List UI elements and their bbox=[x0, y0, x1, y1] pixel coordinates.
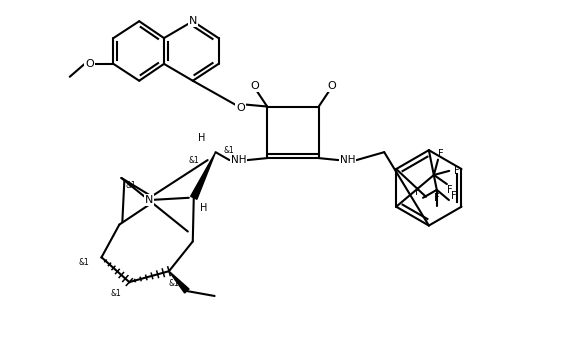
Text: &1: &1 bbox=[168, 279, 179, 287]
Text: &1: &1 bbox=[189, 156, 199, 165]
Text: N: N bbox=[145, 195, 154, 205]
Text: N: N bbox=[189, 16, 197, 26]
Text: O: O bbox=[250, 81, 259, 91]
Text: H: H bbox=[200, 203, 208, 213]
Text: &1: &1 bbox=[223, 146, 234, 155]
Text: F: F bbox=[415, 187, 421, 197]
Text: F: F bbox=[454, 166, 459, 176]
Text: O: O bbox=[236, 103, 245, 113]
Text: NH: NH bbox=[340, 155, 355, 165]
Text: O: O bbox=[327, 81, 336, 91]
Text: F: F bbox=[451, 191, 457, 201]
Text: F: F bbox=[438, 149, 444, 159]
Text: &1: &1 bbox=[110, 289, 121, 298]
Polygon shape bbox=[191, 152, 216, 199]
Text: NH: NH bbox=[231, 155, 246, 165]
Polygon shape bbox=[169, 271, 189, 293]
Text: H: H bbox=[198, 133, 205, 143]
Text: F: F bbox=[434, 193, 440, 203]
Text: &1: &1 bbox=[78, 258, 89, 267]
Text: F: F bbox=[447, 185, 453, 195]
Text: &1: &1 bbox=[126, 181, 137, 190]
Text: O: O bbox=[85, 59, 94, 69]
